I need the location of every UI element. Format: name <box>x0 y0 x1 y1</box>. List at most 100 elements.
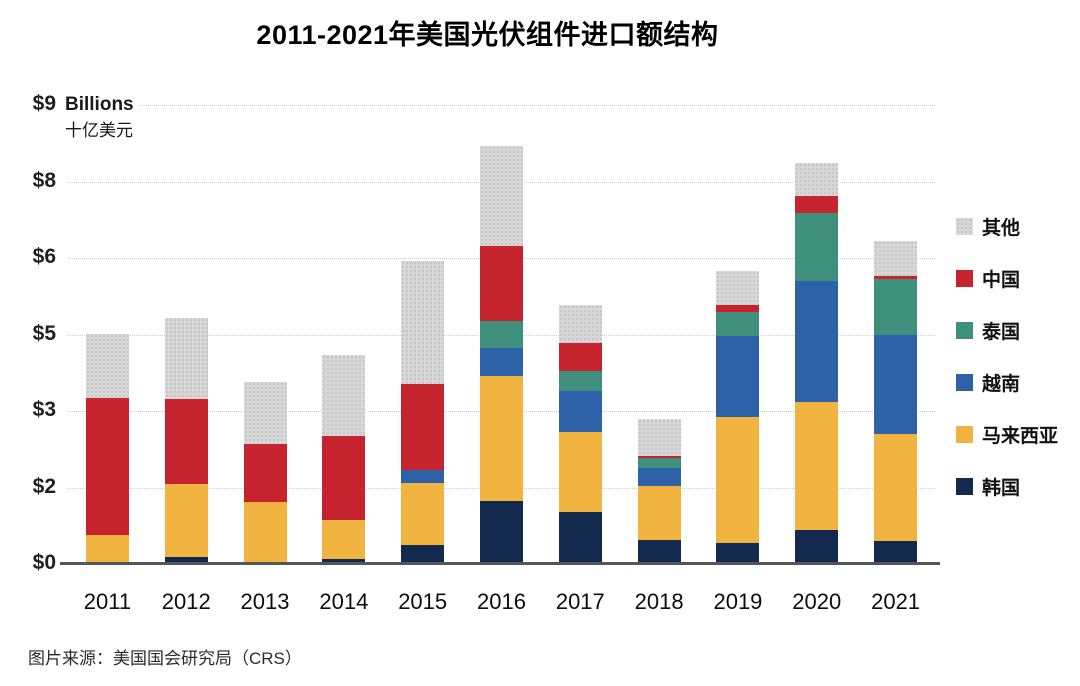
bar-segment-2016-中国 <box>480 245 523 322</box>
bar-segment-2021-马来西亚 <box>874 433 918 542</box>
bar-segment-2013-其他 <box>243 381 287 445</box>
x-tick-label-2019: 2019 <box>713 589 763 614</box>
bar-segment-2014-韩国 <box>322 558 366 564</box>
x-tick-label-2016: 2016 <box>477 589 526 614</box>
bar-segment-2018-韩国 <box>637 540 681 564</box>
bar-segment-2013-中国 <box>243 444 287 502</box>
legend-item: 马来西亚 <box>956 425 1078 447</box>
legend: 其他中国泰国越南马来西亚韩国 <box>956 217 1078 529</box>
gridline <box>68 105 935 106</box>
legend-label: 韩国 <box>982 477 1021 499</box>
bar-segment-2021-泰国 <box>874 278 918 336</box>
y-tick-label: $5 <box>32 321 56 345</box>
bar-segment-2015-韩国 <box>401 545 445 564</box>
y-tick-label: $9 <box>32 92 56 115</box>
bar-segment-2019-越南 <box>716 336 760 418</box>
bar-segment-2019-其他 <box>716 270 760 305</box>
x-tick-label-2015: 2015 <box>398 589 448 614</box>
bar-segment-2012-中国 <box>164 398 208 484</box>
legend-label: 其他 <box>982 217 1021 239</box>
y-axis-unit-en: Billions <box>65 94 134 115</box>
x-tick-label-2012: 2012 <box>161 589 211 614</box>
bar-segment-2013-马来西亚 <box>243 501 287 563</box>
x-tick-label-2020: 2020 <box>792 589 842 614</box>
legend-label: 中国 <box>982 269 1021 291</box>
bar-segment-2016-韩国 <box>480 500 523 564</box>
legend-swatch-icon <box>956 217 973 235</box>
bar-segment-2020-其他 <box>795 163 839 196</box>
legend-item: 中国 <box>956 269 1078 291</box>
y-axis-unit-zh: 十亿美元 <box>65 120 133 140</box>
x-axis-line <box>60 562 940 565</box>
legend-item: 韩国 <box>956 477 1078 499</box>
bar-segment-2017-越南 <box>558 391 602 432</box>
bar-segment-2017-其他 <box>558 304 602 344</box>
bar-segment-2020-马来西亚 <box>795 401 839 530</box>
bar-segment-2015-越南 <box>401 470 445 483</box>
bar-segment-2018-其他 <box>637 419 681 456</box>
legend-swatch-icon <box>956 269 973 287</box>
bar-segment-2017-马来西亚 <box>558 431 602 512</box>
bar-segment-2021-其他 <box>874 241 918 276</box>
bar-segment-2015-中国 <box>401 383 445 471</box>
legend-swatch-icon <box>956 425 973 443</box>
x-tick-label-2017: 2017 <box>555 589 605 614</box>
bar-segment-2016-马来西亚 <box>480 375 523 501</box>
bar-segment-2021-中国 <box>874 275 918 279</box>
bar-segment-2011-其他 <box>85 334 129 399</box>
x-tick-label-2021: 2021 <box>871 589 921 614</box>
bar-segment-2016-越南 <box>480 347 523 376</box>
bar-segment-2018-中国 <box>637 455 681 458</box>
bar-segment-2015-其他 <box>401 260 445 384</box>
bar-segment-2018-泰国 <box>637 457 681 469</box>
legend-swatch-icon <box>956 477 973 495</box>
x-tick-label-2013: 2013 <box>240 589 290 614</box>
bar-segment-2017-韩国 <box>558 511 602 564</box>
bar-segment-2012-马来西亚 <box>164 483 208 557</box>
bar-segment-2020-韩国 <box>795 529 839 564</box>
legend-item: 泰国 <box>956 321 1078 343</box>
bar-segment-2016-其他 <box>480 145 523 246</box>
y-tick-label: $3 <box>32 398 56 421</box>
x-tick-label-2018: 2018 <box>634 589 684 614</box>
source-note: 图片来源：美国国会研究局（CRS） <box>28 649 302 668</box>
bar-segment-2018-越南 <box>637 468 681 486</box>
bar-segment-2018-马来西亚 <box>637 485 681 541</box>
plot-area <box>68 105 935 564</box>
bar-segment-2020-越南 <box>795 280 839 402</box>
legend-swatch-icon <box>956 321 973 339</box>
bar-segment-2021-韩国 <box>874 541 918 564</box>
bar-segment-2017-泰国 <box>558 371 602 392</box>
legend-item: 其他 <box>956 217 1078 239</box>
bar-segment-2012-其他 <box>164 318 208 399</box>
y-tick-label: $6 <box>32 245 56 268</box>
legend-item: 越南 <box>956 373 1078 395</box>
y-tick-label: $8 <box>32 168 56 192</box>
x-tick-label-2011: 2011 <box>83 589 132 614</box>
bar-segment-2021-越南 <box>874 335 918 434</box>
bar-segment-2020-中国 <box>795 195 839 214</box>
y-axis-unit-block: Billions 十亿美元 <box>62 91 140 143</box>
y-tick-label: $2 <box>32 474 56 498</box>
legend-label: 泰国 <box>982 321 1021 343</box>
legend-swatch-icon <box>956 373 973 391</box>
legend-label: 越南 <box>982 373 1021 395</box>
bar-segment-2014-其他 <box>322 354 366 436</box>
bar-segment-2019-泰国 <box>716 312 760 337</box>
bar-segment-2012-韩国 <box>164 556 208 564</box>
bar-segment-2014-中国 <box>322 436 366 521</box>
legend-label: 马来西亚 <box>982 425 1059 447</box>
bar-segment-2011-马来西亚 <box>85 534 129 563</box>
bar-segment-2011-中国 <box>85 398 129 535</box>
bar-segment-2014-马来西亚 <box>322 520 366 559</box>
chart-title: 2011-2021年美国光伏组件进口额结构 <box>256 20 719 50</box>
bar-segment-2015-马来西亚 <box>401 482 445 546</box>
bar-segment-2016-泰国 <box>480 321 523 348</box>
bar-segment-2020-泰国 <box>795 213 839 281</box>
bar-segment-2017-中国 <box>558 343 602 372</box>
x-tick-label-2014: 2014 <box>319 589 369 614</box>
bar-segment-2019-中国 <box>716 304 760 313</box>
bar-segment-2019-韩国 <box>716 543 760 564</box>
y-tick-label: $0 <box>32 551 56 574</box>
bar-segment-2019-马来西亚 <box>716 417 760 544</box>
